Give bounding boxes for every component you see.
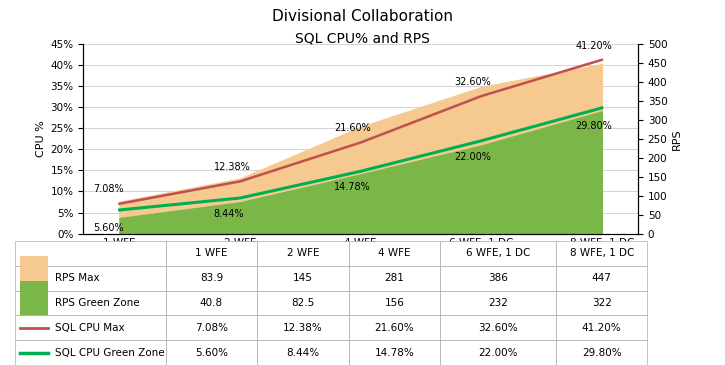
Text: 40.8: 40.8 <box>200 298 223 308</box>
Y-axis label: CPU %: CPU % <box>36 120 46 157</box>
Text: 14.78%: 14.78% <box>334 182 371 192</box>
Bar <box>440 291 556 315</box>
Bar <box>20 281 49 325</box>
Bar <box>440 340 556 365</box>
Text: 322: 322 <box>592 298 612 308</box>
Bar <box>257 315 349 340</box>
Text: 1 WFE: 1 WFE <box>195 248 228 258</box>
Text: 156: 156 <box>384 298 405 308</box>
Text: 386: 386 <box>488 273 508 283</box>
Text: SQL CPU Green Zone: SQL CPU Green Zone <box>55 347 165 358</box>
Text: 32.60%: 32.60% <box>455 77 492 87</box>
Text: 8 WFE, 1 DC: 8 WFE, 1 DC <box>570 248 634 258</box>
Bar <box>349 315 440 340</box>
Bar <box>14 340 166 365</box>
Bar <box>556 241 647 266</box>
Text: 22.00%: 22.00% <box>478 347 518 358</box>
Bar <box>166 291 257 315</box>
Text: SQL CPU% and RPS: SQL CPU% and RPS <box>295 31 430 45</box>
Bar <box>440 241 556 266</box>
Bar <box>556 266 647 291</box>
Bar <box>349 340 440 365</box>
Bar <box>166 241 257 266</box>
Text: 21.60%: 21.60% <box>334 123 371 133</box>
Bar <box>166 315 257 340</box>
Bar <box>440 315 556 340</box>
Text: 4 WFE: 4 WFE <box>378 248 410 258</box>
Bar <box>257 291 349 315</box>
Text: 22.00%: 22.00% <box>455 152 492 162</box>
Text: 21.60%: 21.60% <box>374 323 414 333</box>
Bar <box>257 266 349 291</box>
Bar <box>14 266 166 291</box>
Bar <box>257 340 349 365</box>
Text: 5.60%: 5.60% <box>195 347 228 358</box>
Bar <box>349 241 440 266</box>
Text: 32.60%: 32.60% <box>478 323 518 333</box>
Text: 29.80%: 29.80% <box>576 120 612 131</box>
Text: 12.38%: 12.38% <box>214 162 250 172</box>
Bar <box>14 241 166 266</box>
Text: 2 WFE: 2 WFE <box>286 248 319 258</box>
Bar <box>14 315 166 340</box>
Text: 8.44%: 8.44% <box>286 347 320 358</box>
Bar <box>349 291 440 315</box>
Y-axis label: RPS: RPS <box>671 128 682 150</box>
Text: 12.38%: 12.38% <box>283 323 323 333</box>
Text: 145: 145 <box>293 273 312 283</box>
Text: 5.60%: 5.60% <box>93 223 124 233</box>
Text: 29.80%: 29.80% <box>582 347 621 358</box>
Bar <box>556 291 647 315</box>
Text: 447: 447 <box>592 273 612 283</box>
Bar <box>20 256 49 300</box>
Text: 82.5: 82.5 <box>291 298 315 308</box>
Text: 83.9: 83.9 <box>200 273 223 283</box>
Bar <box>349 266 440 291</box>
Text: 41.20%: 41.20% <box>576 41 612 50</box>
Text: 7.08%: 7.08% <box>93 184 124 195</box>
Bar <box>14 291 166 315</box>
Text: 41.20%: 41.20% <box>582 323 621 333</box>
Bar <box>166 340 257 365</box>
Text: 8.44%: 8.44% <box>214 209 244 219</box>
Text: RPS Green Zone: RPS Green Zone <box>55 298 140 308</box>
Text: 6 WFE, 1 DC: 6 WFE, 1 DC <box>465 248 530 258</box>
Bar <box>257 241 349 266</box>
Bar <box>556 315 647 340</box>
Text: RPS Max: RPS Max <box>55 273 100 283</box>
Text: SQL CPU Max: SQL CPU Max <box>55 323 125 333</box>
Text: Divisional Collaboration: Divisional Collaboration <box>272 9 453 24</box>
Text: 281: 281 <box>384 273 405 283</box>
Bar <box>166 266 257 291</box>
Text: 14.78%: 14.78% <box>374 347 414 358</box>
Text: 7.08%: 7.08% <box>195 323 228 333</box>
Bar <box>556 340 647 365</box>
Bar <box>440 266 556 291</box>
Text: 232: 232 <box>488 298 508 308</box>
